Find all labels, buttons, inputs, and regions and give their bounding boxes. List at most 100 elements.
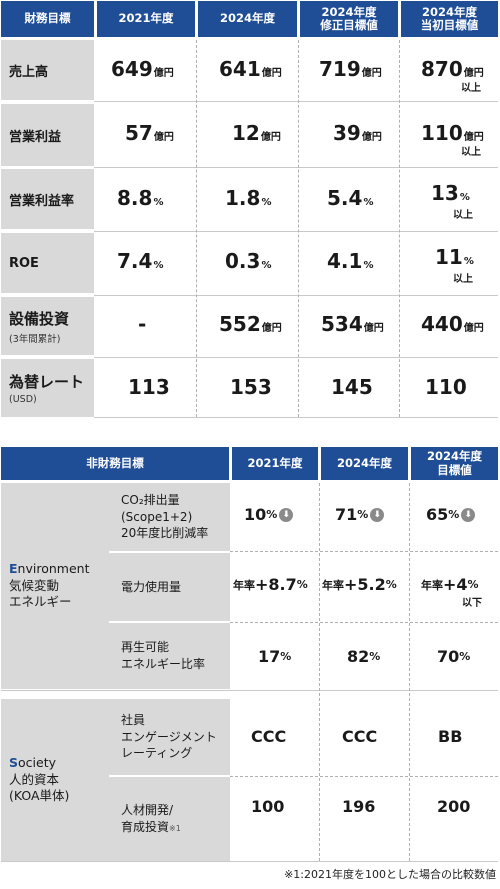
value-capex-revised-target: 534億円 (321, 312, 384, 336)
value-co2-target: 65% ⬇ (426, 505, 476, 524)
column-divider (196, 40, 197, 417)
row-label: 為替レート (9, 373, 85, 391)
row-divider (230, 776, 498, 777)
value-sales-revised-target: 719億円 (319, 57, 382, 81)
header-label: 目標値 (437, 462, 472, 477)
row-label-capex: 設備投資 (3年間累計) (1, 297, 94, 355)
value-electricity-2024: 年率 +5.2% (322, 575, 397, 594)
value-co2-2021: 10% ⬇ (244, 505, 294, 524)
row-label-exchange-rate: 為替レート (USD) (1, 359, 94, 417)
row-label: 設備投資 (9, 309, 70, 328)
row-divider (230, 622, 498, 623)
header-2024-target: 2024年度 目標値 (411, 447, 498, 480)
value-op-margin-initial-target: 13% (431, 181, 470, 205)
financial-targets-table: 財務目標 2021年度 2024年度 2024年度 修正目標値 2024年度 当… (1, 1, 498, 418)
group-line: (KOA単体) (9, 788, 70, 804)
row-label-sales: 売上高 (1, 40, 94, 100)
value-op-margin-2021: 8.8% (117, 186, 164, 210)
header-label: 2021年度 (118, 11, 174, 26)
value-op-profit-revised-target: 39億円 (333, 121, 382, 145)
value-engagement-target: BB (438, 727, 463, 746)
column-divider (298, 40, 299, 417)
header-2021: 2021年度 (97, 1, 195, 37)
row-label: ROE (9, 255, 39, 271)
value-fx-initial-target: 110 (425, 375, 467, 399)
value-op-profit-initial-target: 110億円 (421, 121, 484, 145)
column-divider (319, 483, 320, 861)
item-label-renewable: 再生可能 エネルギー比率 (109, 623, 230, 689)
item-line: 育成投資※1 (121, 820, 181, 834)
value-capex-2021: - (138, 312, 147, 336)
value-op-margin-2024: 1.8% (225, 186, 272, 210)
value-sales-2024: 641億円 (219, 57, 282, 81)
group-environment: Environment 気候変動 エネルギー (1, 483, 109, 689)
value-sales-initial-target: 870億円 (421, 57, 484, 81)
row-label-operating-profit: 営業利益 (1, 104, 94, 166)
header-label: 2024年度 (426, 449, 482, 464)
value-op-profit-2024: 12億円 (232, 121, 281, 145)
row-label: 営業利益率 (9, 193, 75, 209)
item-line: (Scope1+2) (121, 509, 193, 524)
value-fx-2021: 113 (128, 375, 170, 399)
footnote: ※1:2021年度を100とした場合の比較数値 (284, 868, 496, 881)
note-or-more: 以上 (461, 83, 481, 94)
item-label-hr-investment: 人材開発/ 育成投資※1 (109, 777, 230, 861)
value-op-margin-revised-target: 5.4% (327, 186, 374, 210)
row-sublabel: (3年間累計) (9, 333, 61, 345)
row-divider (94, 101, 498, 102)
column-divider (409, 483, 410, 861)
header-2024-revised-target: 2024年度 修正目標値 (300, 1, 398, 37)
value-fx-2024: 153 (230, 375, 272, 399)
value-renewable-target: 70% (437, 647, 471, 666)
down-arrow-circle-icon: ⬇ (370, 507, 385, 522)
item-line: エンゲージメント (121, 729, 217, 744)
value-electricity-2021: 年率 +8.7% (233, 575, 308, 594)
note-or-more: 以上 (461, 147, 481, 158)
row-divider (94, 357, 498, 358)
header-2024-initial-target: 2024年度 当初目標値 (401, 1, 498, 37)
item-label-electricity: 電力使用量 (109, 553, 230, 621)
item-line: レーティング (121, 746, 193, 761)
item-line: 再生可能 (121, 640, 170, 655)
value-fx-revised-target: 145 (331, 375, 373, 399)
value-renewable-2024: 82% (347, 647, 381, 666)
value-co2-2024: 71% ⬇ (335, 505, 385, 524)
value-engagement-2024: CCC (342, 727, 378, 746)
value-hr-2024: 196 (342, 797, 376, 816)
row-label: 売上高 (9, 64, 49, 80)
header-nonfinancial-targets: 非財務目標 (1, 447, 229, 480)
row-label-roe: ROE (1, 233, 94, 293)
header-label: 2024年度 (336, 455, 392, 470)
header-label: 2024年度 (219, 11, 275, 26)
nonfinancial-targets-table: 非財務目標 2021年度 2024年度 2024年度 目標値 Environme… (1, 447, 498, 862)
group-line: 人的資本 (9, 771, 60, 787)
value-capex-2024: 552億円 (219, 312, 282, 336)
header-financial-targets: 財務目標 (1, 1, 94, 37)
value-roe-2021: 7.4% (117, 249, 164, 273)
note-or-more: 以上 (453, 274, 473, 285)
value-roe-initial-target: 11% (435, 245, 474, 269)
value-engagement-2021: CCC (251, 727, 287, 746)
header-2021: 2021年度 (232, 447, 318, 480)
down-arrow-circle-icon: ⬇ (461, 507, 476, 522)
group-title: Society (9, 754, 56, 770)
value-hr-2021: 100 (251, 797, 285, 816)
header-2024: 2024年度 (198, 1, 297, 37)
row-divider (94, 417, 498, 418)
item-line: 20年度比削減率 (121, 526, 209, 541)
header-label: 当初目標値 (420, 18, 479, 32)
row-divider (94, 231, 498, 232)
item-line: CO₂排出量 (121, 492, 180, 507)
item-line: 社員 (121, 712, 146, 727)
row-sublabel: (USD) (9, 394, 37, 405)
row-label: 営業利益 (9, 129, 62, 145)
value-hr-target: 200 (437, 797, 471, 816)
header-label: 2021年度 (247, 455, 303, 470)
group-line: 気候変動 (9, 577, 60, 593)
row-label-operating-margin: 営業利益率 (1, 169, 94, 229)
header-2024: 2024年度 (321, 447, 408, 480)
value-op-profit-2021: 57億円 (125, 121, 174, 145)
value-renewable-2021: 17% (258, 647, 292, 666)
group-society: Society 人的資本 (KOA単体) (1, 699, 109, 861)
group-title: Environment (9, 560, 90, 576)
